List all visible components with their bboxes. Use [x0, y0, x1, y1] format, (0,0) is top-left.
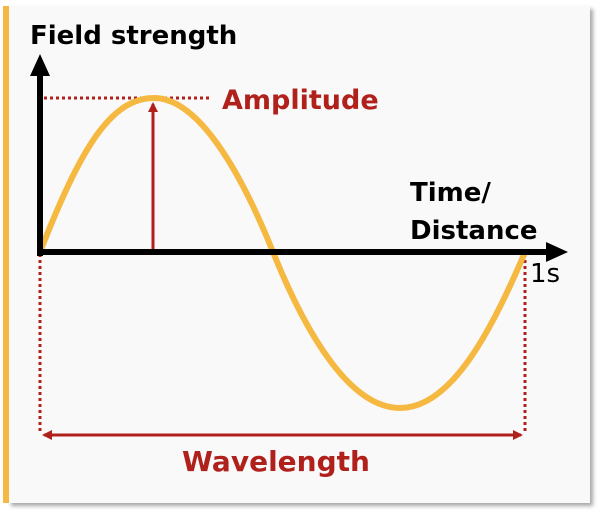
y-axis-arrow-icon [30, 54, 50, 76]
x-axis-arrow-icon [546, 242, 568, 262]
y-axis-label: Field strength [30, 21, 237, 51]
amplitude-label: Amplitude [222, 85, 379, 116]
x-axis-label-line1: Time/ [410, 178, 491, 208]
accent-bar [3, 6, 9, 503]
x-end-tick-label: 1s [530, 259, 560, 289]
wavelength-label: Wavelength [182, 445, 370, 478]
x-axis-label-line2: Distance [410, 216, 538, 246]
